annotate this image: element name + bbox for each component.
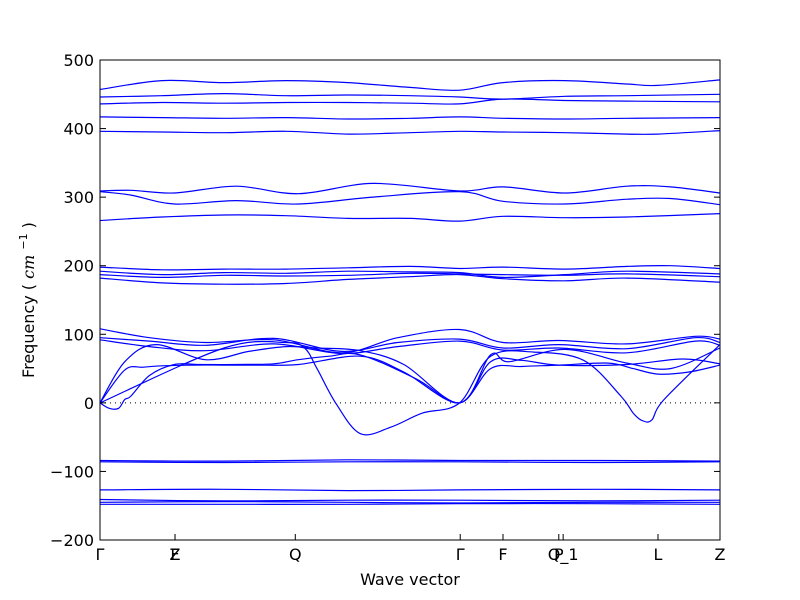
band-16 (99, 343, 721, 404)
x-tick-label: Γ (456, 545, 465, 564)
x-tick-label: F (170, 545, 179, 564)
x-tick-label: Z (170, 545, 181, 564)
band-3 (99, 98, 721, 105)
band-5 (99, 130, 721, 135)
band-13 (99, 328, 721, 354)
band-25 (99, 502, 721, 505)
band-9 (99, 264, 721, 271)
plot-frame (99, 59, 721, 541)
band-17 (99, 355, 721, 404)
y-tick-label: 300 (63, 188, 94, 207)
y-tick-label: 200 (63, 257, 94, 276)
x-axis-title: Wave vector (360, 570, 460, 589)
band-1 (99, 79, 721, 91)
y-tick-label: −100 (50, 462, 94, 481)
x-tick-label: Q (289, 545, 302, 564)
x-ticks: Γ ZF Q Γ F PQ_1 L Z (96, 534, 726, 565)
band-7 (99, 191, 721, 206)
x-tick-label: Q_1 (548, 545, 579, 565)
y-tick-label: −200 (50, 531, 94, 550)
band-22 (99, 488, 721, 492)
band-10 (99, 270, 721, 279)
x-tick-label: Γ (96, 545, 105, 564)
y-ticks: −200 −100 0 100 200 300 400 500 (50, 51, 720, 550)
band-24 (99, 500, 721, 504)
x-tick-label: F (498, 545, 507, 564)
x-tick-label: Z (715, 545, 726, 564)
band-14 (99, 336, 721, 353)
x-tick-label: P (554, 545, 564, 564)
y-axis-title-text: Frequency ( (19, 284, 38, 378)
y-axis-title: Frequency ( cm −1 ) (12, 222, 38, 378)
series-group (99, 79, 721, 505)
band-6 (99, 182, 721, 195)
y-axis-title-close: ) (19, 222, 38, 228)
band-12 (99, 273, 721, 285)
y-axis-title-unit: cm (19, 255, 38, 279)
band-11 (99, 272, 721, 279)
band-19 (99, 340, 721, 436)
y-tick-label: 400 (63, 120, 94, 139)
band-4 (99, 116, 721, 120)
band-23 (99, 498, 721, 502)
y-axis-title-unit-exponent: −1 (17, 233, 30, 249)
band-20 (99, 459, 721, 462)
band-18 (99, 352, 721, 410)
y-tick-label: 500 (63, 51, 94, 70)
band-8 (99, 213, 721, 222)
x-tick-label: L (654, 545, 663, 564)
band-15 (99, 339, 721, 355)
band-2 (99, 92, 721, 100)
y-tick-label: 100 (63, 325, 94, 344)
y-tick-label: 0 (84, 394, 94, 413)
band-21 (99, 461, 721, 464)
